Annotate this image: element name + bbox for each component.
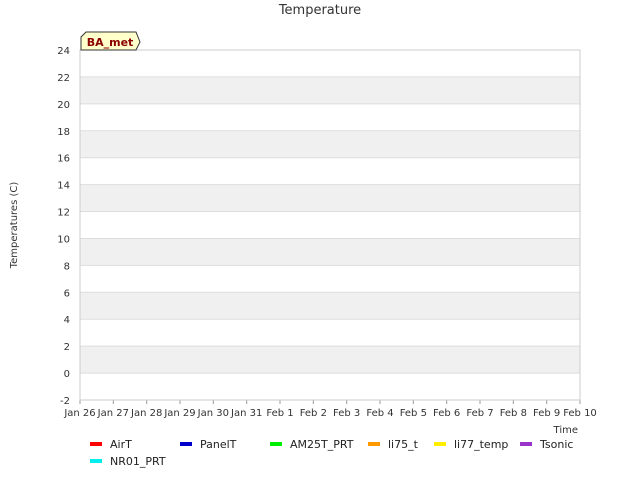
y-tick-label: -2 — [60, 396, 70, 407]
y-tick-label: 2 — [64, 342, 70, 353]
x-tick-label: Jan 29 — [163, 408, 195, 419]
x-tick-label: Jan 30 — [197, 408, 229, 419]
y-tick-label: 12 — [57, 208, 70, 219]
x-tick-labels: Jan 26 Jan 27 Jan 28 Jan 29 Jan 30 Jan 31 Feb … — [63, 408, 596, 419]
x-tick-label: Jan 31 — [230, 408, 262, 419]
legend-label: AM25T_PRT — [290, 438, 354, 451]
x-tick-label: Feb 9 — [533, 408, 560, 419]
grid-band — [80, 346, 580, 374]
legend-label: NR01_PRT — [110, 455, 166, 468]
x-tick-label: Feb 6 — [433, 408, 460, 419]
site-badge-label: BA_met — [87, 36, 134, 49]
grid-band — [80, 130, 580, 158]
legend: AirT PanelT AM25T_PRT li75_t li77_temp Tsonic… — [90, 438, 573, 468]
grid-band — [80, 184, 580, 212]
y-axis-title: Temperatures (C) — [9, 182, 20, 270]
y-tick-label: 14 — [57, 181, 70, 192]
site-badge: BA_met — [80, 31, 141, 51]
x-tick-label: Feb 5 — [400, 408, 427, 419]
y-tick-label: 8 — [64, 261, 70, 272]
y-tick-label: 16 — [57, 154, 70, 165]
x-tick-label: Feb 2 — [300, 408, 327, 419]
y-tick-label: 22 — [57, 73, 70, 84]
grid-bands — [80, 76, 580, 374]
grid-band — [80, 76, 580, 104]
grid-band — [80, 292, 580, 320]
y-tick-label: 18 — [57, 127, 70, 138]
x-tick-label: Feb 7 — [466, 408, 493, 419]
x-tick-label: Jan 26 — [63, 408, 95, 419]
legend-label: li75_t — [388, 438, 419, 451]
y-tick-label: 24 — [57, 46, 70, 57]
x-axis-title: Time — [553, 425, 578, 436]
x-tick-label: Jan 28 — [130, 408, 162, 419]
legend-label: PanelT — [200, 438, 237, 451]
plot-frame — [79, 49, 581, 401]
y-tick-label: 6 — [64, 288, 70, 299]
site-badge-box — [80, 31, 141, 51]
chart-title: Temperature — [278, 3, 361, 18]
x-tick-label: Feb 4 — [366, 408, 393, 419]
y-tick-label: 4 — [64, 315, 70, 326]
x-tick-label: Feb 10 — [563, 408, 597, 419]
plot-background — [80, 50, 580, 400]
y-tick-label: 0 — [64, 369, 70, 380]
grid-band — [80, 238, 580, 266]
legend-label: li77_temp — [454, 438, 508, 451]
legend-label: Tsonic — [539, 438, 573, 451]
x-tick-label: Feb 3 — [333, 408, 360, 419]
legend-label: AirT — [110, 438, 132, 451]
y-tick-label: 20 — [57, 100, 70, 111]
x-tick-label: Feb 1 — [266, 408, 293, 419]
x-tick-label: Feb 8 — [500, 408, 527, 419]
y-tick-label: 10 — [57, 234, 70, 245]
x-tick-label: Jan 27 — [97, 408, 129, 419]
